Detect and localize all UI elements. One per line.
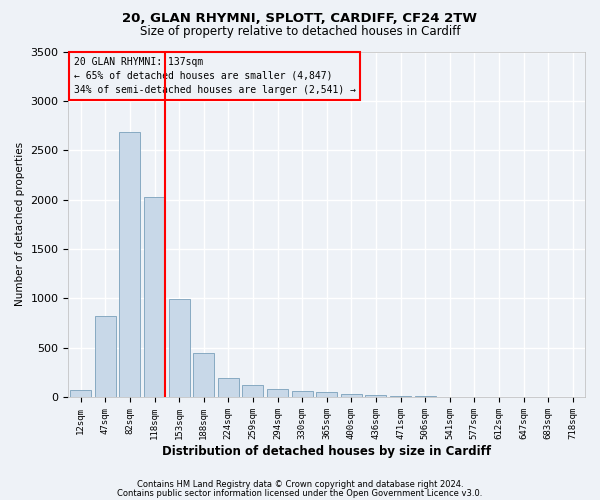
Bar: [267, 389, 288, 397]
X-axis label: Distribution of detached houses by size in Cardiff: Distribution of detached houses by size …: [162, 444, 491, 458]
Text: Contains HM Land Registry data © Crown copyright and database right 2024.: Contains HM Land Registry data © Crown c…: [137, 480, 463, 489]
Bar: [169, 300, 190, 397]
Bar: [95, 316, 116, 397]
Text: 20 GLAN RHYMNI: 137sqm
← 65% of detached houses are smaller (4,847)
34% of semi-: 20 GLAN RHYMNI: 137sqm ← 65% of detached…: [74, 56, 356, 94]
Bar: [193, 352, 214, 397]
Bar: [341, 394, 362, 397]
Bar: [365, 395, 386, 397]
Bar: [144, 196, 165, 397]
Bar: [119, 132, 140, 397]
Bar: [316, 392, 337, 397]
Text: Contains public sector information licensed under the Open Government Licence v3: Contains public sector information licen…: [118, 489, 482, 498]
Text: 20, GLAN RHYMNI, SPLOTT, CARDIFF, CF24 2TW: 20, GLAN RHYMNI, SPLOTT, CARDIFF, CF24 2…: [122, 12, 478, 26]
Bar: [292, 390, 313, 397]
Bar: [70, 390, 91, 397]
Bar: [242, 384, 263, 397]
Bar: [390, 396, 411, 397]
Bar: [218, 378, 239, 397]
Text: Size of property relative to detached houses in Cardiff: Size of property relative to detached ho…: [140, 25, 460, 38]
Y-axis label: Number of detached properties: Number of detached properties: [15, 142, 25, 306]
